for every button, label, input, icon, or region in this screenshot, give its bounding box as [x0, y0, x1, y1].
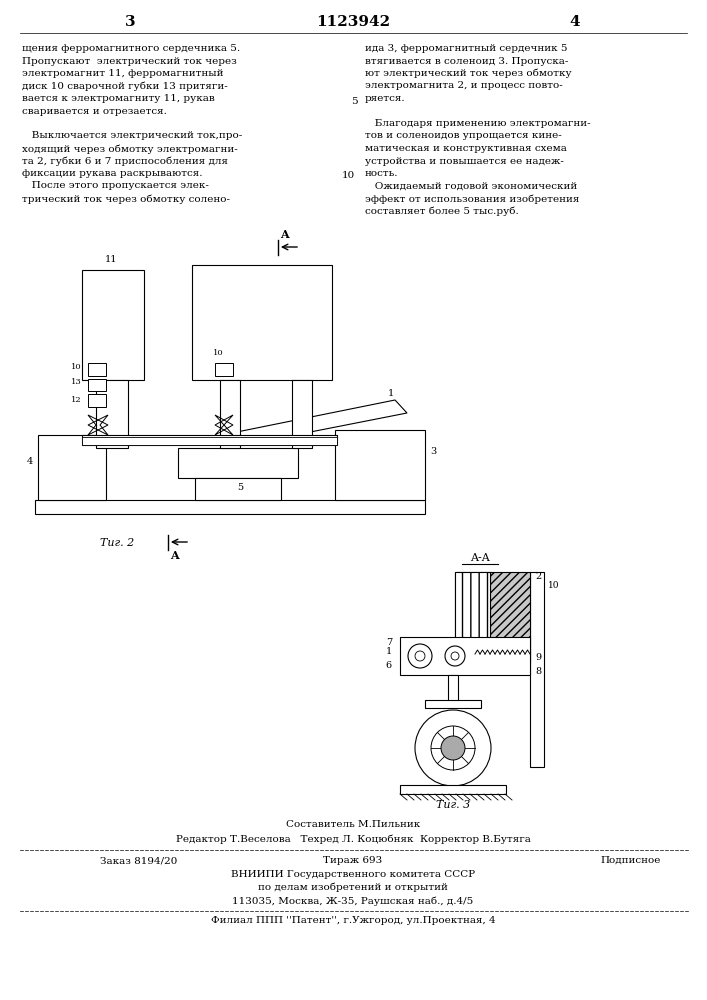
Circle shape [441, 736, 465, 760]
Text: Тираж 693: Тираж 693 [323, 856, 382, 865]
Text: втягивается в соленоид 3. Пропуска-: втягивается в соленоид 3. Пропуска- [365, 56, 568, 66]
Bar [88, 394, 106, 407]
Bar [82, 437, 337, 445]
Text: 8: 8 [535, 668, 541, 676]
Bar [192, 265, 332, 380]
Text: 3: 3 [124, 15, 135, 29]
Text: Редактор Т.Веселова   Техред Л. Коцюбняк  Корректор В.Бутяга: Редактор Т.Веселова Техред Л. Коцюбняк К… [175, 834, 530, 844]
Text: ряется.: ряется. [365, 94, 406, 103]
Text: Заказ 8194/20: Заказ 8194/20 [100, 856, 177, 865]
Text: 7: 7 [386, 638, 392, 647]
Text: Пропускают  электрический ток через: Пропускают электрический ток через [22, 56, 237, 66]
Text: диск 10 сварочной губки 13 притяги-: диск 10 сварочной губки 13 притяги- [22, 82, 228, 91]
Bar [82, 435, 337, 445]
Text: 5: 5 [351, 97, 358, 105]
Text: Τиг. 3: Τиг. 3 [436, 800, 470, 810]
Text: 10: 10 [341, 172, 355, 180]
Text: электромагнит 11, ферромагнитный: электромагнит 11, ферромагнитный [22, 69, 223, 78]
Text: фиксации рукава раскрываются.: фиксации рукава раскрываются. [22, 169, 202, 178]
Text: 13: 13 [71, 378, 82, 386]
Bar [335, 430, 425, 500]
Text: 10: 10 [213, 349, 223, 357]
Text: та 2, губки 6 и 7 приспособления для: та 2, губки 6 и 7 приспособления для [22, 156, 228, 166]
Text: 1: 1 [386, 648, 392, 656]
Text: матическая и конструктивная схема: матическая и конструктивная схема [365, 144, 567, 153]
Text: трический ток через обмотку солено-: трический ток через обмотку солено- [22, 194, 230, 204]
Bar [530, 572, 544, 767]
Text: 10: 10 [548, 580, 559, 589]
Text: устройства и повышается ее надеж-: устройства и повышается ее надеж- [365, 156, 564, 165]
Text: 113035, Москва, Ж-35, Раушская наб., д.4/5: 113035, Москва, Ж-35, Раушская наб., д.4… [233, 896, 474, 906]
Text: 12: 12 [71, 396, 82, 404]
Text: ходящий через обмотку электромагни-: ходящий через обмотку электромагни- [22, 144, 238, 153]
Bar [82, 270, 144, 380]
Text: по делам изобретений и открытий: по делам изобретений и открытий [258, 883, 448, 892]
Bar [88, 363, 106, 376]
Text: 1123942: 1123942 [316, 15, 390, 29]
Text: ВНИИПИ Государственного комитета СССР: ВНИИПИ Государственного комитета СССР [231, 870, 475, 879]
Text: Τиг. 2: Τиг. 2 [100, 538, 134, 548]
Bar [88, 379, 106, 391]
Text: электромагнита 2, и процесс повто-: электромагнита 2, и процесс повто- [365, 82, 563, 91]
Bar [292, 380, 312, 448]
Text: 10: 10 [71, 363, 82, 371]
Text: Выключается электрический ток,про-: Выключается электрический ток,про- [22, 131, 243, 140]
Bar [455, 572, 490, 644]
Text: A: A [280, 229, 288, 240]
Bar [400, 785, 506, 794]
Text: вается к электромагниту 11, рукав: вается к электромагниту 11, рукав [22, 94, 215, 103]
Bar [195, 478, 281, 500]
Text: составляет более 5 тыс.руб.: составляет более 5 тыс.руб. [365, 207, 519, 216]
Bar [215, 363, 233, 376]
Bar [35, 500, 425, 514]
Text: 2: 2 [535, 572, 542, 581]
Text: Ожидаемый годовой экономический: Ожидаемый годовой экономический [365, 182, 577, 190]
Bar [425, 700, 481, 708]
Bar [38, 435, 106, 500]
Text: 6: 6 [386, 660, 392, 670]
Bar [220, 380, 240, 448]
Text: 1: 1 [388, 389, 395, 398]
Text: 3: 3 [430, 448, 436, 456]
Bar [400, 637, 530, 675]
Bar [490, 572, 530, 662]
Text: тов и соленоидов упрощается кине-: тов и соленоидов упрощается кине- [365, 131, 562, 140]
Text: ность.: ность. [365, 169, 399, 178]
Text: Составитель М.Пильник: Составитель М.Пильник [286, 820, 420, 829]
Text: A: A [170, 550, 178, 561]
Text: эффект от использования изобретения: эффект от использования изобретения [365, 194, 579, 204]
Text: ют электрический ток через обмотку: ют электрический ток через обмотку [365, 69, 572, 79]
Text: Подписное: Подписное [600, 856, 660, 865]
Text: Благодаря применению электромагни-: Благодаря применению электромагни- [365, 119, 590, 128]
Bar [455, 572, 490, 644]
Text: сваривается и отрезается.: сваривается и отрезается. [22, 106, 167, 115]
Text: 11: 11 [105, 255, 117, 264]
Text: ида 3, ферромагнитный сердечник 5: ида 3, ферромагнитный сердечник 5 [365, 44, 568, 53]
Text: щения ферромагнитного сердечника 5.: щения ферромагнитного сердечника 5. [22, 44, 240, 53]
Text: Филиал ППП ''Патент'', г.Ужгород, ул.Проектная, 4: Филиал ППП ''Патент'', г.Ужгород, ул.Про… [211, 916, 496, 925]
Text: A-A: A-A [470, 553, 490, 563]
Bar [448, 675, 458, 705]
Text: 5: 5 [237, 483, 243, 491]
Text: После этого пропускается элек-: После этого пропускается элек- [22, 182, 209, 190]
Text: 4: 4 [570, 15, 580, 29]
Bar [178, 448, 298, 478]
Text: 9: 9 [535, 654, 541, 662]
Bar [96, 380, 128, 448]
Text: 4: 4 [27, 458, 33, 466]
Polygon shape [222, 400, 407, 447]
